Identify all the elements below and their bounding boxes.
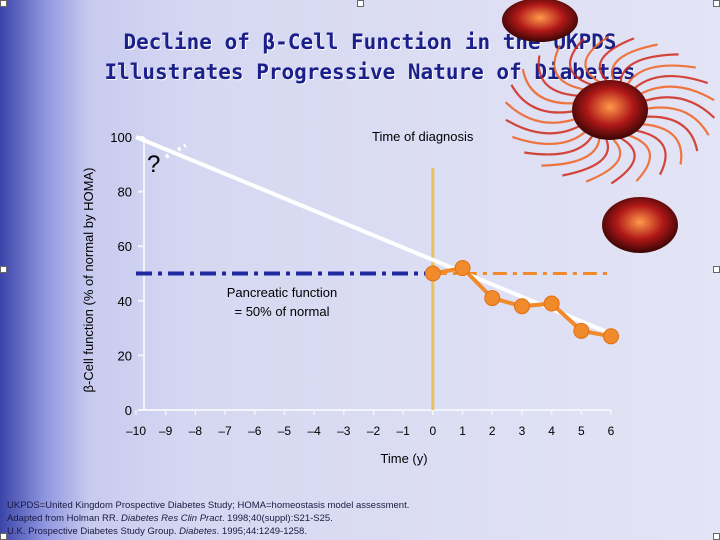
x-tick-label: –9 [159,424,173,438]
data-point [454,260,471,277]
cell-tendril [626,133,652,182]
cell-tendril [524,134,594,156]
x-tick-label: –7 [218,424,232,438]
cell-tendril [638,115,699,152]
footnote-line2-journal: Diabetes Res Clin Pract [121,513,222,524]
data-point [484,290,501,307]
cell-tendril [626,64,696,86]
cell-orb [602,197,678,253]
y-axis-label: β-Cell function (% of normal by HOMA) [81,168,96,393]
x-tick-label: 4 [548,424,555,438]
x-tick-label: 1 [459,424,466,438]
cell-illustration-decor [502,0,716,253]
selection-handle [713,266,720,273]
footnote-line2: Adapted from Holman RR. Diabetes Res Cli… [7,513,333,524]
footnote-line3-post: . 1995;44:1249-1258. [216,526,307,537]
cell-tendril [553,44,588,92]
data-point [424,265,441,282]
x-tick-label: 3 [519,424,526,438]
cell-tendril [568,38,594,87]
y-tick-label: 100 [110,130,132,145]
data-point [543,295,560,312]
footnote-line1: UKPDS=United Kingdom Prospective Diabete… [7,500,410,511]
footnote-line2-pre: Adapted from Holman RR. [7,513,122,524]
selection-handle [0,266,7,273]
cell-tendril [562,139,609,177]
x-tick-label: –5 [278,424,292,438]
x-tick-label: –2 [367,424,381,438]
cell-tendril [636,122,683,165]
question-mark-annotation: ? [147,151,160,178]
cell-tendril [505,118,584,135]
data-point [603,328,619,345]
x-tick-label: 2 [489,424,496,438]
cell-tendril [610,137,636,185]
cell-tendril [598,37,635,81]
x-tick-label: 5 [578,424,585,438]
cell-orb [572,80,648,140]
cell-tendril [537,55,584,98]
x-axis-label: Time (y) [380,451,427,466]
data-point [513,298,530,315]
series-line-extrapolation [135,135,612,336]
x-tick-label: –6 [248,424,262,438]
cell-orb [502,0,578,42]
cell-tendril [619,53,679,83]
slide-title-line2: Illustrates Progressive Nature of Diabet… [104,60,636,84]
y-tick-label: 20 [118,348,132,363]
x-tick-label: –1 [397,424,411,438]
cell-tendril [632,128,667,176]
cell-tendril [541,137,601,167]
x-tick-label: 0 [430,424,437,438]
y-tick-label: 80 [118,185,132,200]
pancreatic-annotation-line2: = 50% of normal [234,304,329,319]
cell-tendril [638,96,716,119]
footnote-line2-post: . 1998;40(suppl):S21-S25. [221,513,333,524]
y-tick-label: 40 [118,294,132,309]
selection-handle [357,0,364,7]
cell-tendril [510,84,581,114]
selection-handle [713,0,720,7]
selection-handle [713,533,720,540]
selection-handle [0,0,7,7]
footnote-line3-journal: Diabetes [179,526,217,537]
selection-handle [0,533,7,540]
x-tick-label: –3 [337,424,351,438]
cell-tendril [585,139,622,183]
footnote-line3-pre: U.K. Prospective Diabetes Study Group. [7,526,180,537]
cell-tendril [584,35,610,83]
y-tick-label: 60 [118,239,132,254]
cell-tendril [639,106,710,136]
pancreatic-annotation-line1: Pancreatic function [227,285,338,300]
cell-tendril [631,74,709,91]
x-tick-label: 6 [608,424,615,438]
data-point [573,322,590,339]
diagnosis-annotation: Time of diagnosis [372,129,474,144]
cell-tendril [611,43,658,81]
x-tick-label: –10 [126,424,146,438]
x-tick-label: –8 [189,424,203,438]
cell-tendril [636,85,715,102]
y-tick-label: 0 [125,403,132,418]
footnote-line3: U.K. Prospective Diabetes Study Group. D… [7,526,307,537]
cell-tendril [521,68,582,105]
cell-tendril [511,129,589,146]
cell-tendril [504,101,582,124]
x-tick-label: –4 [307,424,321,438]
